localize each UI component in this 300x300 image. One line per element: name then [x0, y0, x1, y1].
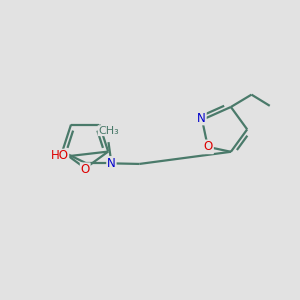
Text: O: O — [204, 140, 213, 153]
Text: N: N — [197, 112, 206, 124]
Text: HO: HO — [50, 149, 68, 163]
Text: O: O — [81, 163, 90, 176]
Text: CH₃: CH₃ — [98, 126, 119, 136]
Text: N: N — [107, 157, 116, 170]
